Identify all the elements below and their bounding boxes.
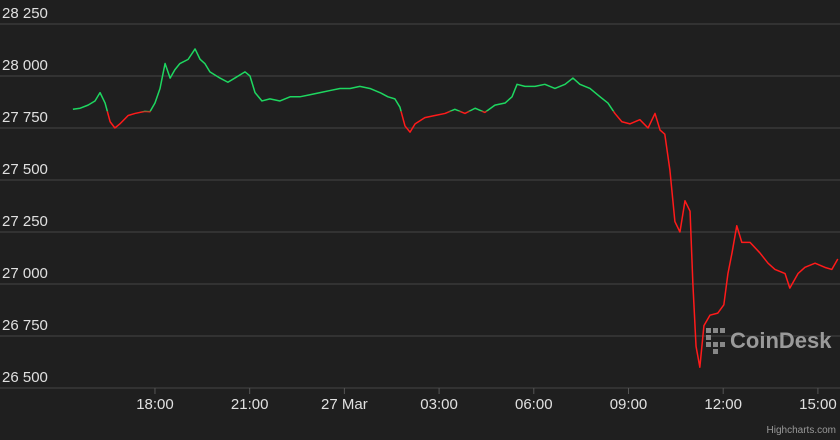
- x-tick-label: 06:00: [515, 396, 553, 413]
- y-tick-label: 26 750: [2, 317, 48, 334]
- x-tick-label: 12:00: [704, 396, 742, 413]
- watermark: CoinDesk: [730, 328, 832, 353]
- price-line-below: [106, 111, 839, 368]
- y-tick-label: 27 000: [2, 265, 48, 282]
- y-tick-label: 27 500: [2, 161, 48, 178]
- x-tick-label: 15:00: [799, 396, 837, 413]
- x-tick-label: 03:00: [420, 396, 458, 413]
- x-tick-label: 21:00: [231, 396, 269, 413]
- x-tick-label: 18:00: [136, 396, 174, 413]
- y-tick-label: 28 250: [2, 5, 48, 22]
- y-tick-label: 27 250: [2, 213, 48, 230]
- y-tick-label: 26 500: [2, 369, 48, 386]
- y-tick-label: 27 750: [2, 109, 48, 126]
- x-tick-label: 09:00: [610, 396, 648, 413]
- credits[interactable]: Highcharts.com: [767, 425, 836, 436]
- y-tick-label: 28 000: [2, 57, 48, 74]
- x-tick-label: 27 Mar: [321, 396, 368, 413]
- watermark-logo: [706, 328, 725, 354]
